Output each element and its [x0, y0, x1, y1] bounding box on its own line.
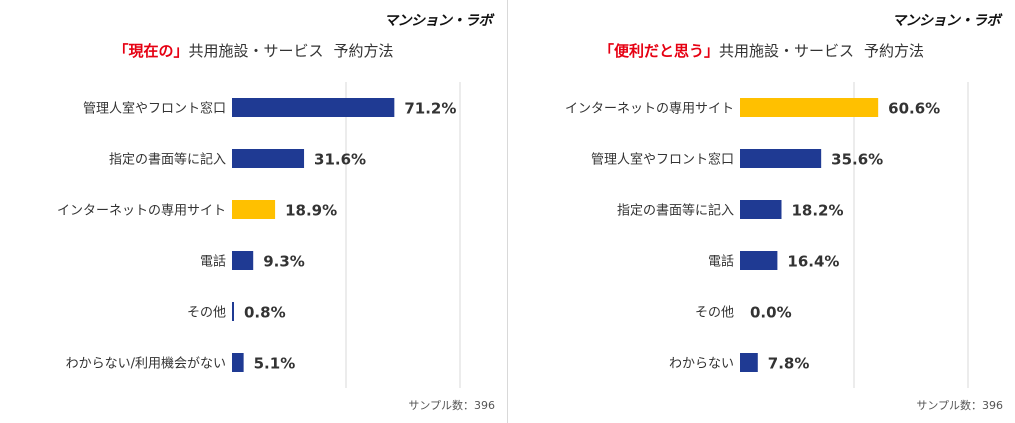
category-label: その他 — [695, 306, 734, 321]
category-label: その他 — [187, 306, 226, 321]
chart-panel-convenient: マンション・ラボ 「便利だと思う」共用施設・サービス 予約方法 インターネットの専… — [508, 0, 1015, 423]
data-label: 7.8% — [768, 355, 810, 373]
chart-panel-current: マンション・ラボ 「現在の」共用施設・サービス 予約方法 管理人室やフロント窓口 7… — [0, 0, 508, 423]
title-main: 共用施設・サービス — [188, 42, 324, 60]
data-label: 0.0% — [750, 304, 792, 322]
data-label: 18.9% — [285, 202, 337, 220]
bar — [740, 149, 822, 168]
category-label: わからない — [669, 357, 734, 372]
bar — [740, 200, 782, 219]
bar — [232, 302, 234, 321]
bar — [232, 200, 276, 219]
brand-logo: マンション・ラボ — [892, 13, 1001, 29]
bar-chart-current: 管理人室やフロント窓口 71.2% 指定の書面等に記入 31.6% インターネットの専用… — [57, 82, 461, 388]
category-label: インターネットの専用サイト — [57, 204, 226, 219]
title-sub: 予約方法 — [864, 42, 925, 60]
title-highlight: 「現在の」 — [113, 42, 189, 60]
title-highlight: 「便利だと思う」 — [598, 42, 719, 60]
category-label: 電話 — [200, 254, 226, 270]
bar — [232, 353, 244, 372]
bar — [740, 98, 879, 117]
data-label: 35.6% — [831, 151, 883, 169]
bar — [740, 353, 758, 372]
data-label: 9.3% — [263, 253, 305, 271]
data-label: 18.2% — [791, 202, 843, 220]
category-label: 指定の書面等に記入 — [109, 152, 226, 168]
data-label: 60.6% — [888, 100, 940, 118]
bar — [232, 251, 254, 270]
sample-size-label: サンプル数：396 — [916, 399, 1003, 412]
category-label: 管理人室やフロント窓口 — [83, 101, 226, 117]
chart-title: 「現在の」共用施設・サービス 予約方法 — [0, 40, 507, 61]
data-label: 31.6% — [314, 151, 366, 169]
category-label: 管理人室やフロント窓口 — [591, 152, 734, 168]
category-label: インターネットの専用サイト — [565, 102, 734, 117]
data-label: 5.1% — [254, 355, 296, 373]
category-label: わからない/利用機会がない — [66, 357, 226, 372]
bar — [740, 251, 778, 270]
data-label: 0.8% — [244, 304, 286, 322]
bar — [232, 98, 395, 117]
sample-size-label: サンプル数：396 — [408, 399, 495, 412]
bar-chart-convenient: インターネットの専用サイト 60.6% 管理人室やフロント窓口 35.6% 指定の書面等… — [565, 82, 969, 388]
brand-logo: マンション・ラボ — [384, 13, 493, 29]
bar — [232, 149, 305, 168]
category-label: 指定の書面等に記入 — [617, 203, 734, 219]
title-sub: 予約方法 — [333, 42, 394, 60]
data-label: 16.4% — [787, 253, 839, 271]
data-label: 71.2% — [404, 100, 456, 118]
title-main: 共用施設・サービス — [718, 42, 854, 60]
chart-title: 「便利だと思う」共用施設・サービス 予約方法 — [508, 40, 1015, 61]
category-label: 電話 — [708, 254, 734, 270]
